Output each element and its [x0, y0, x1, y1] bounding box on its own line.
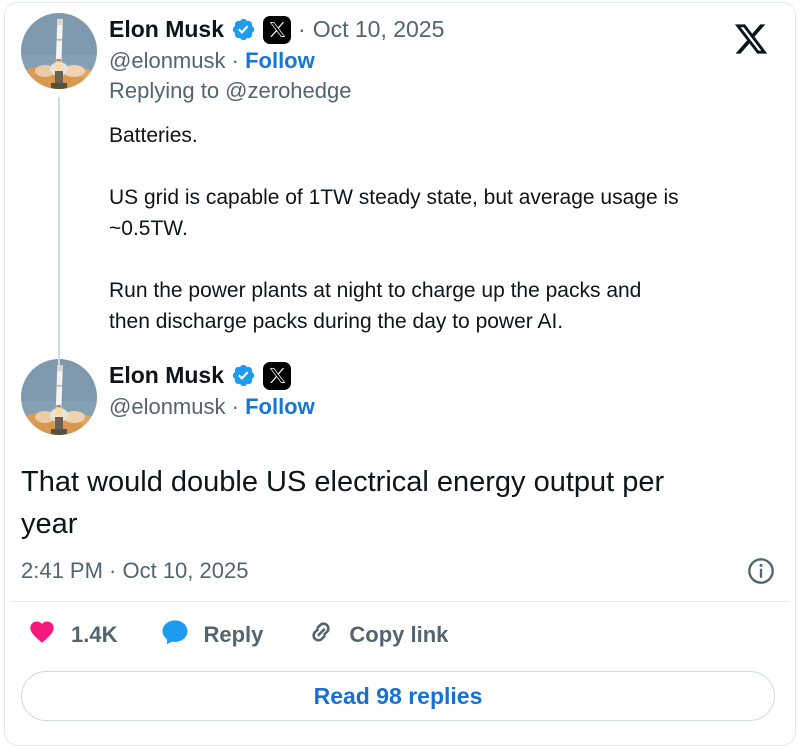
timestamp-row: 2:41 PM · Oct 10, 2025: [21, 557, 775, 585]
divider: [11, 601, 789, 602]
avatar[interactable]: [21, 13, 97, 89]
x-logo-icon[interactable]: [733, 21, 769, 57]
author-name[interactable]: Elon Musk: [109, 16, 225, 42]
reply-button[interactable]: Reply: [161, 618, 263, 651]
avatar[interactable]: [21, 359, 97, 435]
heart-icon: [27, 618, 57, 651]
x-affiliate-badge-icon: [263, 15, 292, 44]
info-icon[interactable]: [747, 557, 775, 585]
action-bar: 1.4K Reply Copy link: [21, 602, 775, 663]
copy-link-label: Copy link: [349, 621, 449, 647]
x-affiliate-badge-icon: [263, 361, 292, 390]
author-handle[interactable]: @elonmusk: [109, 394, 226, 419]
tweet2-header: Elon Musk @elonmusk · Follow: [21, 359, 775, 435]
link-icon: [307, 618, 335, 651]
tweet1-header: Elon Musk · Oct 10, 2025 @elonmusk · Fol…: [21, 13, 775, 106]
handle-separator: ·: [231, 48, 239, 73]
copy-link-button[interactable]: Copy link: [307, 618, 448, 651]
author-name[interactable]: Elon Musk: [109, 362, 225, 388]
timestamp[interactable]: 2:41 PM · Oct 10, 2025: [21, 558, 249, 583]
follow-link[interactable]: Follow: [245, 394, 315, 419]
like-button[interactable]: 1.4K: [27, 618, 117, 651]
read-replies-button[interactable]: Read 98 replies: [21, 671, 775, 721]
tweet-embed-card: Elon Musk · Oct 10, 2025 @elonmusk · Fol…: [4, 2, 796, 746]
author-handle[interactable]: @elonmusk: [109, 48, 226, 73]
tweet2-text: That would double US electrical energy o…: [21, 466, 665, 540]
replying-to[interactable]: Replying to @zerohedge: [109, 78, 352, 103]
handle-separator: ·: [231, 394, 239, 419]
follow-link[interactable]: Follow: [245, 48, 315, 73]
verified-badge-icon: [231, 17, 256, 42]
tweet1-paragraph: US grid is capable of 1TW steady state, …: [109, 186, 679, 240]
thread-connector-line: [58, 97, 60, 365]
tweet-date[interactable]: Oct 10, 2025: [312, 16, 445, 42]
tweet1-paragraph: Run the power plants at night to charge …: [109, 279, 642, 333]
tweet1-paragraph: Batteries.: [109, 124, 198, 147]
reply-bubble-icon: [161, 618, 189, 651]
name-date-separator: ·: [298, 16, 306, 42]
like-count: 1.4K: [71, 621, 118, 647]
read-replies-label: Read 98 replies: [313, 682, 483, 709]
verified-badge-icon: [231, 363, 256, 388]
tweet1-body: Batteries. US grid is capable of 1TW ste…: [109, 120, 769, 337]
reply-label: Reply: [203, 621, 264, 647]
